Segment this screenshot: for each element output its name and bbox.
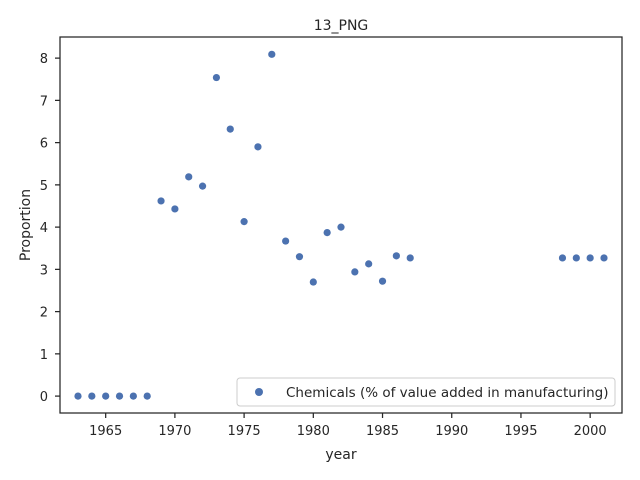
- x-tick-label: 1970: [158, 424, 191, 439]
- data-point: [102, 392, 110, 400]
- data-point: [171, 205, 179, 213]
- data-point: [129, 392, 137, 400]
- y-tick-label: 1: [40, 348, 48, 363]
- y-tick-label: 2: [40, 306, 48, 321]
- data-point: [406, 254, 414, 262]
- legend-marker: [255, 388, 263, 396]
- data-point: [351, 268, 359, 276]
- x-tick-label: 1995: [504, 424, 537, 439]
- data-point: [378, 277, 387, 285]
- data-point: [309, 278, 317, 286]
- legend-box: [236, 377, 616, 407]
- y-tick-label: 7: [40, 94, 48, 109]
- data-point: [212, 73, 221, 82]
- chart-title: 13_PNG: [314, 18, 369, 34]
- data-points: [74, 50, 608, 400]
- x-tick-label: 1990: [435, 424, 468, 439]
- y-tick-label: 3: [40, 263, 48, 278]
- data-point: [226, 125, 234, 133]
- data-point: [88, 392, 96, 400]
- x-tick-label: 1985: [366, 424, 399, 439]
- data-point: [295, 253, 304, 261]
- legend: Chemicals (% of value added in manufactu…: [236, 377, 616, 407]
- data-point: [254, 143, 262, 151]
- data-point: [558, 254, 567, 262]
- axes-frame: [59, 36, 623, 414]
- plot-area: 1965 1970 1975 1980 1985 1990 1995 2000 0 1 2 3 4 5 6…: [40, 36, 623, 439]
- data-point: [240, 218, 248, 226]
- data-point: [115, 392, 124, 400]
- data-point: [157, 197, 165, 205]
- data-point: [365, 260, 373, 268]
- data-point: [143, 392, 151, 400]
- x-tick-label: 1975: [228, 424, 261, 439]
- y-tick-label: 5: [40, 179, 48, 194]
- data-point: [268, 50, 276, 58]
- y-tick-label: 4: [40, 221, 48, 236]
- legend-label: Chemicals (% of value added in manufactu…: [286, 385, 609, 401]
- x-tick-label: 1965: [89, 424, 122, 439]
- data-point: [282, 237, 290, 245]
- y-axis: 0 1 2 3 4 5 6 7 8: [40, 52, 60, 405]
- y-tick-label: 6: [40, 137, 48, 152]
- y-axis-label: Proportion: [18, 189, 34, 261]
- x-tick-label: 2000: [574, 424, 607, 439]
- y-tick-label: 0: [40, 390, 48, 405]
- data-point: [392, 252, 400, 260]
- data-point: [337, 223, 345, 231]
- x-axis-label: year: [325, 447, 356, 463]
- data-point: [198, 182, 207, 190]
- data-point: [74, 392, 82, 400]
- data-point: [572, 254, 580, 262]
- data-point: [586, 254, 594, 262]
- data-point: [600, 254, 608, 262]
- x-axis: 1965 1970 1975 1980 1985 1990 1995 2000: [89, 413, 607, 439]
- y-tick-label: 8: [40, 52, 48, 67]
- data-point: [185, 173, 193, 181]
- data-point: [323, 229, 331, 237]
- x-tick-label: 1980: [297, 424, 330, 439]
